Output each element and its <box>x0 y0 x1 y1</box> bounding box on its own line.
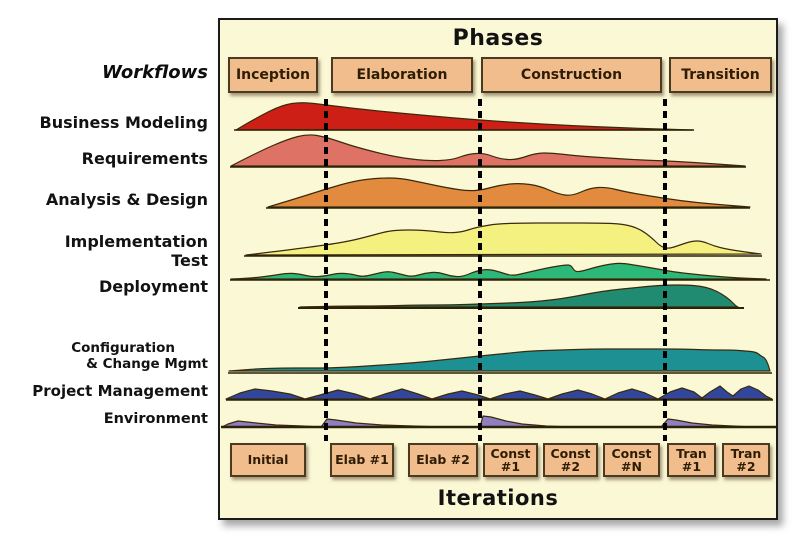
iteration-box: Const #1 <box>483 443 538 477</box>
phases-title: Phases <box>452 26 544 51</box>
iteration-box: Elab #2 <box>408 443 478 477</box>
workflow-label: Project Management <box>32 381 208 400</box>
workflow-label: Requirements <box>81 149 208 169</box>
phase-box: Inception <box>228 57 318 93</box>
workflow-label: Environment <box>103 411 208 427</box>
iteration-box: Const #2 <box>543 443 598 477</box>
iterations-title: Iterations <box>437 486 559 510</box>
workflow-label: Business Modeling <box>39 113 208 133</box>
iteration-box: Tran #1 <box>667 443 716 477</box>
workflow-label: Implementation <box>64 232 208 252</box>
workflow-label: Deployment <box>98 277 208 297</box>
workflows-label: Workflows <box>102 62 208 83</box>
iteration-box: Initial <box>230 443 306 477</box>
phase-box: Construction <box>481 57 662 93</box>
iteration-box: Const #N <box>603 443 660 477</box>
iteration-box: Tran #2 <box>722 443 770 477</box>
phase-box: Transition <box>669 57 772 93</box>
workflow-label: Test <box>171 251 208 271</box>
phase-box: Elaboration <box>331 57 473 93</box>
workflow-label: Analysis & Design <box>45 190 208 210</box>
workflow-label: Configuration & Change Mgmt <box>71 340 208 372</box>
iteration-box: Elab #1 <box>330 443 394 477</box>
